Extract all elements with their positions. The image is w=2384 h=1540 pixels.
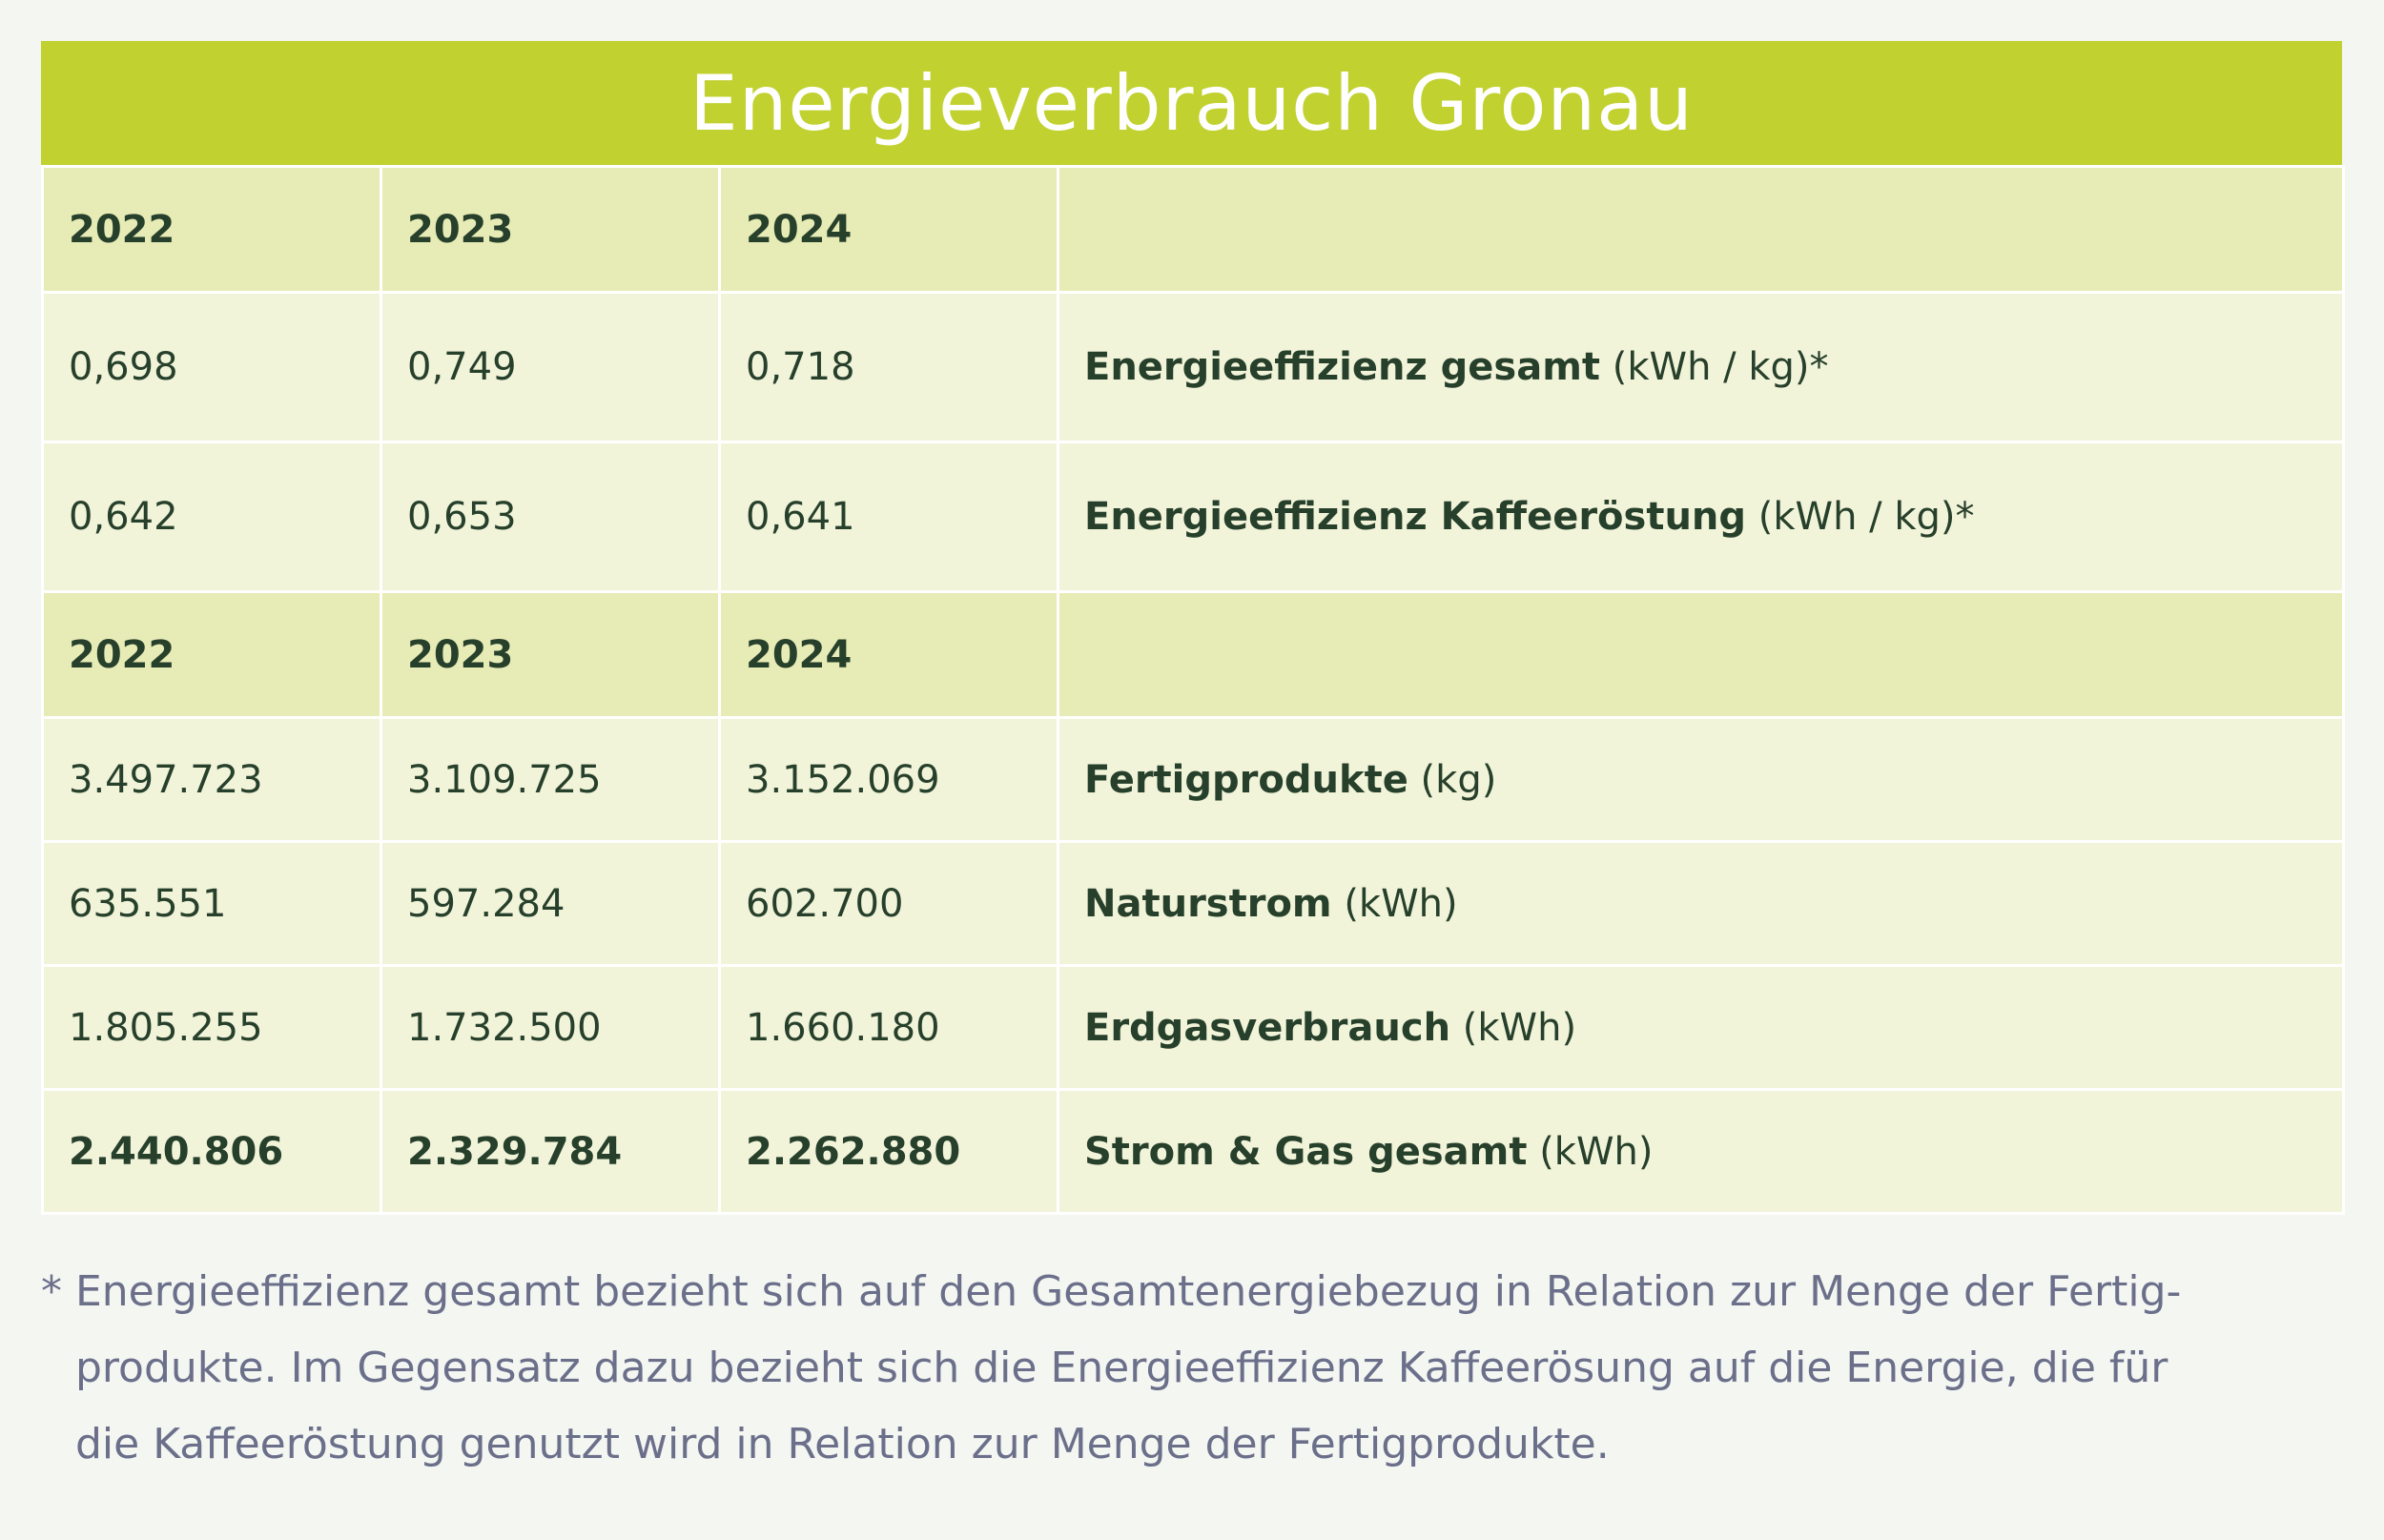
row-label-unit: (kg)	[1408, 757, 1497, 802]
year-cell: 2024	[718, 165, 1059, 294]
value-cell: 3.152.069	[718, 716, 1059, 843]
row-label-unit: (kWh / kg)*	[1746, 495, 1975, 539]
table-row: 1.805.255 1.732.500 1.660.180 Erdgasverb…	[41, 964, 2345, 1091]
value-cell: 3.497.723	[41, 716, 382, 843]
row-label-unit: (kWh)	[1527, 1129, 1654, 1174]
row-label-name: Fertigprodukte	[1084, 757, 1408, 802]
value-cell: 0,749	[380, 291, 721, 443]
footnote-line: produkte. Im Gegensatz dazu bezieht sich…	[75, 1344, 2168, 1392]
row-label-name: Energieeffizienz gesamt	[1084, 345, 1601, 389]
footnote-line: * Energieeffizienz gesamt bezieht sich a…	[41, 1267, 2182, 1316]
row-label: Energieeffizienz Kaffeeröstung (kWh / kg…	[1057, 441, 2345, 593]
table-row: 0,642 0,653 0,641 Energieeffizienz Kaffe…	[41, 441, 2345, 593]
row-label-name: Strom & Gas gesamt	[1084, 1129, 1528, 1174]
year-cell: 2022	[41, 165, 382, 294]
row-label: Naturstrom (kWh)	[1057, 840, 2345, 967]
total-value-cell: 2.440.806	[41, 1088, 382, 1215]
value-cell: 0,718	[718, 291, 1059, 443]
value-cell: 0,642	[41, 441, 382, 593]
energy-data-table: 2022 2023 2024 0,698 0,749 0,718 Energie…	[41, 165, 2345, 1215]
value-cell: 3.109.725	[380, 716, 721, 843]
row-label: Fertigprodukte (kg)	[1057, 716, 2345, 843]
value-cell: 0,698	[41, 291, 382, 443]
value-cell: 1.732.500	[380, 964, 721, 1091]
total-row: 2.440.806 2.329.784 2.262.880 Strom & Ga…	[41, 1088, 2345, 1215]
table-row: 0,698 0,749 0,718 Energieeffizienz gesam…	[41, 291, 2345, 443]
row-label: Erdgasverbrauch (kWh)	[1057, 964, 2345, 1091]
year-header-row: 2022 2023 2024	[41, 165, 2345, 294]
value-cell: 0,641	[718, 441, 1059, 593]
total-value-cell: 2.262.880	[718, 1088, 1059, 1215]
value-cell: 1.660.180	[718, 964, 1059, 1091]
table-title: Energieverbrauch Gronau	[41, 41, 2342, 165]
value-cell: 602.700	[718, 840, 1059, 967]
value-cell: 1.805.255	[41, 964, 382, 1091]
footnote: * Energieeffizienz gesamt bezieht sich a…	[41, 1254, 2330, 1483]
year-cell: 2023	[380, 165, 721, 294]
row-label-unit: (kWh)	[1450, 1005, 1577, 1050]
row-label-name: Erdgasverbrauch	[1084, 1005, 1451, 1050]
year-cell: 2022	[41, 590, 382, 719]
row-label-name: Naturstrom	[1084, 881, 1332, 926]
value-cell: 597.284	[380, 840, 721, 967]
value-cell: 635.551	[41, 840, 382, 967]
empty-header-cell	[1057, 165, 2345, 294]
row-label-name: Energieeffizienz Kaffeeröstung	[1084, 495, 1747, 539]
energy-table: Energieverbrauch Gronau 2022 2023 2024 0…	[41, 41, 2345, 1215]
year-cell: 2023	[380, 590, 721, 719]
row-label-unit: (kWh)	[1331, 881, 1458, 926]
value-cell: 0,653	[380, 441, 721, 593]
table-row: 635.551 597.284 602.700 Naturstrom (kWh)	[41, 840, 2345, 967]
row-label: Strom & Gas gesamt (kWh)	[1057, 1088, 2345, 1215]
total-value-cell: 2.329.784	[380, 1088, 721, 1215]
table-row: 3.497.723 3.109.725 3.152.069 Fertigprod…	[41, 716, 2345, 843]
year-header-row: 2022 2023 2024	[41, 590, 2345, 719]
empty-header-cell	[1057, 590, 2345, 719]
footnote-line: die Kaffeeröstung genutzt wird in Relati…	[75, 1420, 1610, 1468]
year-cell: 2024	[718, 590, 1059, 719]
row-label-unit: (kWh / kg)*	[1600, 345, 1829, 389]
row-label: Energieeffizienz gesamt (kWh / kg)*	[1057, 291, 2345, 443]
